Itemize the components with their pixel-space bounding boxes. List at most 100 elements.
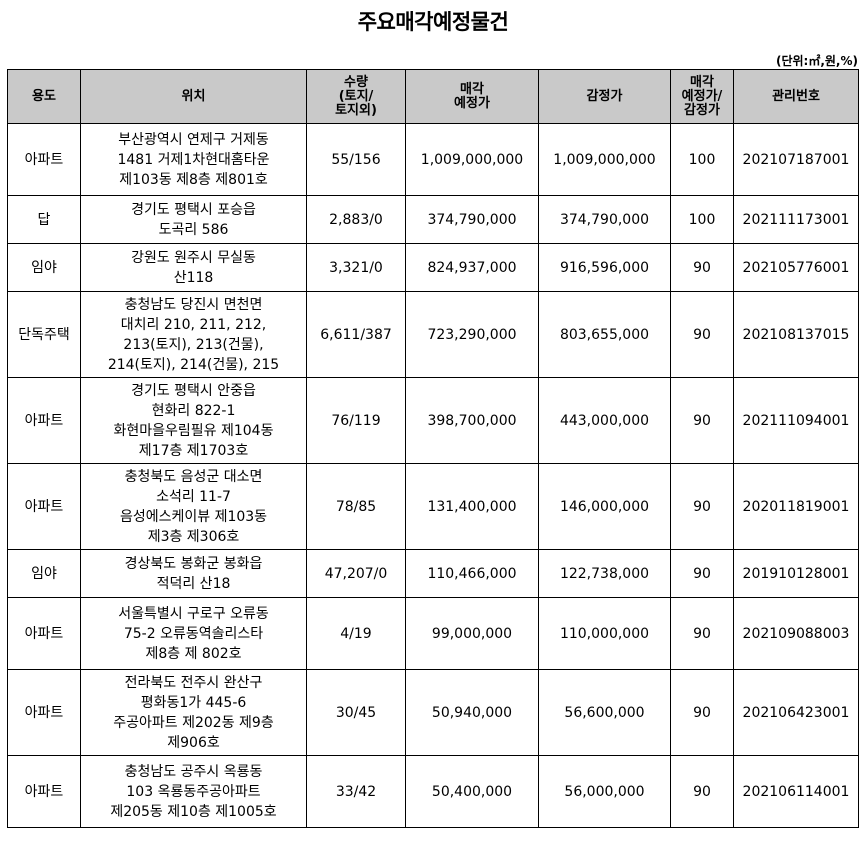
header-row: 용도 위치 수량 (토지/토지외) 매각 예정가 감정가 매각 예정가/감정가 관리번호 [7, 69, 859, 124]
cell-mgmt-no: 202111173001 [733, 195, 859, 244]
cell-quantity: 30/45 [306, 669, 406, 756]
cell-appraisal: 916,596,000 [538, 243, 671, 292]
cell-ratio: 90 [670, 377, 734, 464]
cell-appraisal: 1,009,000,000 [538, 123, 671, 196]
cell-location: 경기도 평택시 안중읍 현화리 822-1 화현마을우림필유 제104동 제17층 제… [80, 377, 307, 464]
location-line: 충청북도 음성군 대소면 [124, 468, 263, 485]
table-row: 아파트 충청남도 공주시 옥룡동 103 옥룡동주공아파트 제205동 제10층 제1… [7, 755, 859, 828]
location-line: 전라북도 전주시 완산구 [124, 674, 263, 691]
header-quantity: 수량 (토지/토지외) [306, 69, 406, 124]
header-text: (토지/ [338, 88, 374, 104]
header-text: 매각 [460, 81, 484, 97]
table-row: 임야 경상북도 봉화군 봉화읍 적덕리 산18 47,207/0 110,466,000… [7, 549, 859, 598]
location-line: 75-2 오류동역솔리스타 [123, 625, 264, 642]
location-line: 제906호 [167, 734, 220, 751]
header-text: 수량 [344, 74, 368, 90]
header-text: 감정가 [684, 102, 720, 118]
cell-use: 아파트 [7, 755, 81, 828]
location-line: 103 옥룡동주공아파트 [126, 783, 261, 800]
cell-appraisal: 56,600,000 [538, 669, 671, 756]
location-line: 도곡리 586 [158, 221, 229, 238]
header-location: 위치 [80, 69, 307, 124]
table-row: 아파트 충청북도 음성군 대소면 소석리 11-7 음성에스케이뷰 제103동 제3층 … [7, 463, 859, 550]
cell-sale-price: 131,400,000 [405, 463, 539, 550]
cell-mgmt-no: 202108137015 [733, 291, 859, 378]
cell-mgmt-no: 202011819001 [733, 463, 859, 550]
table-row: 아파트 서울특별시 구로구 오류동 75-2 오류동역솔리스타 제8층 제 802호 4… [7, 597, 859, 670]
cell-location: 충청남도 당진시 면천면 대치리 210, 211, 212, 213(토지), 2… [80, 291, 307, 378]
location-line: 213(토지), 213(건물), [123, 336, 264, 353]
table-row: 아파트 전라북도 전주시 완산구 평화동1가 445-6 주공아파트 제202동 제9… [7, 669, 859, 756]
cell-quantity: 33/42 [306, 755, 406, 828]
location-line: 강원도 원주시 무실동 [131, 249, 256, 266]
header-text: 토지외) [335, 102, 377, 118]
cell-location: 부산광역시 연제구 거제동 1481 거제1차현대홈타운 제103동 제8층 제80… [80, 123, 307, 196]
cell-mgmt-no: 202106114001 [733, 755, 859, 828]
cell-sale-price: 824,937,000 [405, 243, 539, 292]
cell-use: 단독주택 [7, 291, 81, 378]
location-line: 214(토지), 214(건물), 215 [107, 356, 280, 373]
cell-sale-price: 50,400,000 [405, 755, 539, 828]
location-line: 충청남도 공주시 옥룡동 [124, 763, 263, 780]
cell-use: 답 [7, 195, 81, 244]
cell-ratio: 90 [670, 597, 734, 670]
cell-sale-price: 99,000,000 [405, 597, 539, 670]
cell-ratio: 90 [670, 755, 734, 828]
header-text: 위치 [181, 88, 206, 104]
location-line: 경기도 평택시 안중읍 [131, 382, 256, 399]
location-line: 화현마을우림필유 제104동 [113, 422, 274, 439]
cell-appraisal: 374,790,000 [538, 195, 671, 244]
cell-sale-price: 50,940,000 [405, 669, 539, 756]
cell-quantity: 76/119 [306, 377, 406, 464]
location-line: 부산광역시 연제구 거제동 [118, 131, 269, 148]
cell-use: 아파트 [7, 123, 81, 196]
cell-appraisal: 803,655,000 [538, 291, 671, 378]
location-line: 경기도 평택시 포승읍 [131, 201, 256, 218]
table-row: 아파트 부산광역시 연제구 거제동 1481 거제1차현대홈타운 제103동 제8층 … [7, 123, 859, 196]
cell-use: 아파트 [7, 377, 81, 464]
location-line: 제3층 제306호 [147, 528, 240, 545]
cell-mgmt-no: 201910128001 [733, 549, 859, 598]
location-line: 주공아파트 제202동 제9층 [113, 714, 274, 731]
cell-mgmt-no: 202107187001 [733, 123, 859, 196]
table-row: 단독주택 충청남도 당진시 면천면 대치리 210, 211, 212, 213(토지… [7, 291, 859, 378]
location-line: 충청남도 당진시 면천면 [124, 296, 263, 313]
cell-quantity: 47,207/0 [306, 549, 406, 598]
location-line: 소석리 11-7 [156, 488, 231, 505]
cell-sale-price: 723,290,000 [405, 291, 539, 378]
cell-ratio: 90 [670, 243, 734, 292]
location-line: 평화동1가 445-6 [140, 694, 247, 711]
header-appraisal: 감정가 [538, 69, 671, 124]
cell-mgmt-no: 202111094001 [733, 377, 859, 464]
cell-location: 서울특별시 구로구 오류동 75-2 오류동역솔리스타 제8층 제 802호 [80, 597, 307, 670]
cell-use: 아파트 [7, 463, 81, 550]
header-text: 관리번호 [772, 88, 820, 104]
location-line: 제17층 제1703호 [138, 442, 249, 459]
header-use: 용도 [7, 69, 81, 124]
table-body: 아파트 부산광역시 연제구 거제동 1481 거제1차현대홈타운 제103동 제8층 … [7, 123, 859, 828]
cell-quantity: 4/19 [306, 597, 406, 670]
cell-sale-price: 374,790,000 [405, 195, 539, 244]
cell-mgmt-no: 202106423001 [733, 669, 859, 756]
header-sale-price: 매각 예정가 [405, 69, 539, 124]
cell-ratio: 100 [670, 123, 734, 196]
location-line: 제103동 제8층 제801호 [119, 171, 268, 188]
cell-appraisal: 110,000,000 [538, 597, 671, 670]
cell-sale-price: 110,466,000 [405, 549, 539, 598]
location-line: 경상북도 봉화군 봉화읍 [124, 555, 263, 572]
header-text: 용도 [32, 88, 56, 104]
cell-ratio: 90 [670, 549, 734, 598]
cell-use: 임야 [7, 243, 81, 292]
cell-ratio: 90 [670, 463, 734, 550]
cell-quantity: 55/156 [306, 123, 406, 196]
cell-ratio: 90 [670, 291, 734, 378]
cell-location: 강원도 원주시 무실동 산118 [80, 243, 307, 292]
location-line: 서울특별시 구로구 오류동 [118, 605, 269, 622]
table-row: 아파트 경기도 평택시 안중읍 현화리 822-1 화현마을우림필유 제104동 제17… [7, 377, 859, 464]
table-row: 답 경기도 평택시 포승읍 도곡리 586 2,883/0 374,790,000 374… [7, 195, 859, 244]
cell-sale-price: 398,700,000 [405, 377, 539, 464]
location-line: 적덕리 산18 [156, 575, 231, 592]
